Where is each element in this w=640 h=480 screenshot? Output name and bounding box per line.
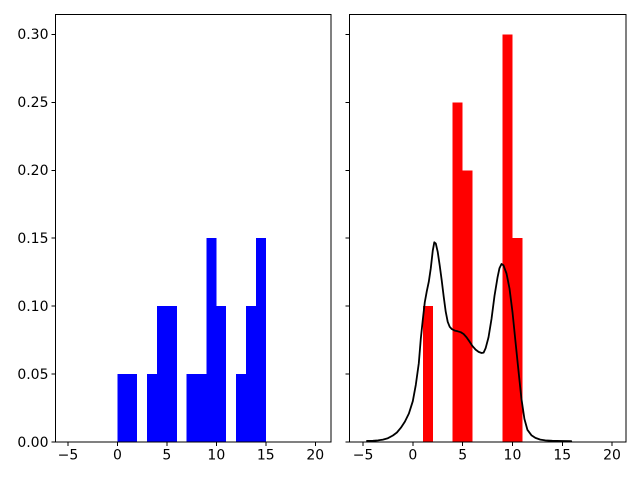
x-tick-label: 15 [553, 448, 571, 464]
histogram-bar [452, 102, 463, 442]
histogram-bar [255, 238, 266, 442]
histogram-bar [166, 306, 177, 442]
histogram-bar [147, 374, 157, 442]
histogram-bar [156, 306, 167, 442]
histogram-bar [127, 374, 138, 442]
y-tick-label: 0.20 [17, 163, 48, 179]
x-tick-label: 10 [504, 448, 522, 464]
kde-curve [366, 241, 573, 443]
x-tick-label: −5 [353, 448, 374, 464]
histogram-bar [196, 374, 207, 442]
x-tick-label: 0 [408, 448, 417, 464]
x-tick-label: 5 [162, 448, 171, 464]
histogram-bar [186, 374, 197, 442]
y-tick-label: 0.30 [17, 27, 48, 43]
y-tick-label: 0.15 [17, 231, 48, 247]
y-tick-label: 0.00 [17, 435, 48, 451]
x-tick-label: 0 [113, 448, 122, 464]
x-tick-label: −5 [58, 448, 79, 464]
y-tick-label: 0.05 [17, 367, 48, 383]
histogram-bar [216, 306, 227, 442]
histogram-bar [206, 238, 217, 442]
axes-frame [348, 14, 627, 443]
histogram-bar [502, 34, 513, 443]
histogram-bar [422, 306, 433, 442]
x-tick-label: 10 [207, 448, 225, 464]
histogram-bar [246, 306, 256, 442]
histogram-bar [236, 374, 247, 442]
y-tick-label: 0.25 [17, 95, 48, 111]
axes-frame [55, 14, 332, 443]
x-tick-label: 20 [306, 448, 324, 464]
y-tick-label: 0.10 [17, 299, 48, 315]
histogram-bar [462, 170, 473, 442]
histogram-bar [117, 374, 128, 442]
x-tick-label: 20 [603, 448, 621, 464]
histogram-bar [512, 238, 523, 442]
x-tick-label: 15 [257, 448, 275, 464]
x-tick-label: 5 [458, 448, 467, 464]
